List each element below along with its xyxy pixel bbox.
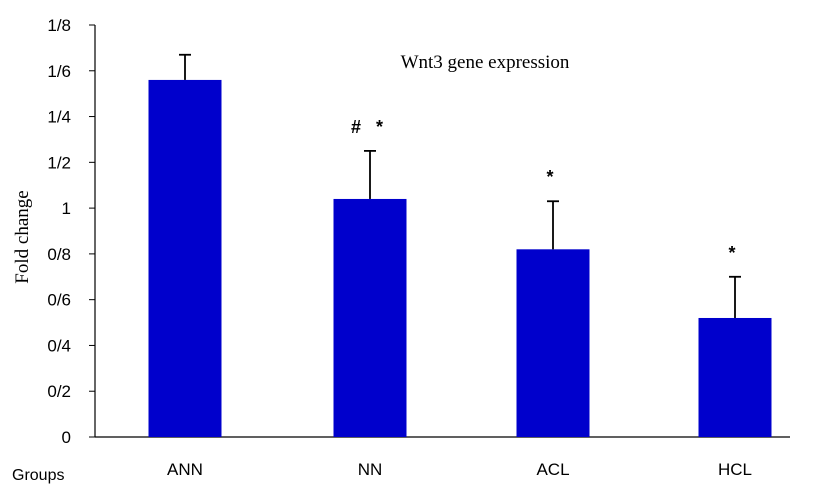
bars [148, 79, 772, 437]
y-axis-ticks: 0 0/2 0/4 0/6 0/8 1 1/2 1/4 1/6 1/8 [47, 16, 95, 447]
annotations: # * * * [351, 117, 736, 263]
category-label: NN [358, 460, 383, 479]
y-axis-label: Fold change [12, 190, 33, 283]
bar [333, 198, 407, 437]
bar [698, 317, 772, 437]
y-tick-label: 0/6 [47, 291, 71, 310]
bar [148, 79, 222, 437]
y-tick-label: 1/6 [47, 62, 71, 81]
error-bars [179, 53, 741, 318]
y-tick-label: 0/4 [47, 336, 71, 355]
y-tick-label: 0/8 [47, 245, 71, 264]
y-tick-label: 1 [62, 199, 71, 218]
significance-annotation: * [546, 167, 553, 187]
significance-annotation: * [728, 243, 735, 263]
chart-title: Wnt3 gene expression [401, 52, 570, 73]
y-tick-label: 0/2 [47, 382, 71, 401]
y-tick-label: 1/4 [47, 108, 71, 127]
category-label: HCL [718, 460, 752, 479]
y-tick-label: 0 [62, 428, 71, 447]
category-label: ACL [536, 460, 569, 479]
category-label: ANN [167, 460, 203, 479]
y-tick-label: 1/2 [47, 153, 71, 172]
x-axis-label: Groups [12, 467, 64, 484]
y-tick-label: 1/8 [47, 16, 71, 35]
category-labels: ANN NN ACL HCL [167, 460, 752, 479]
significance-annotation: # * [351, 117, 383, 137]
bar [516, 249, 590, 437]
